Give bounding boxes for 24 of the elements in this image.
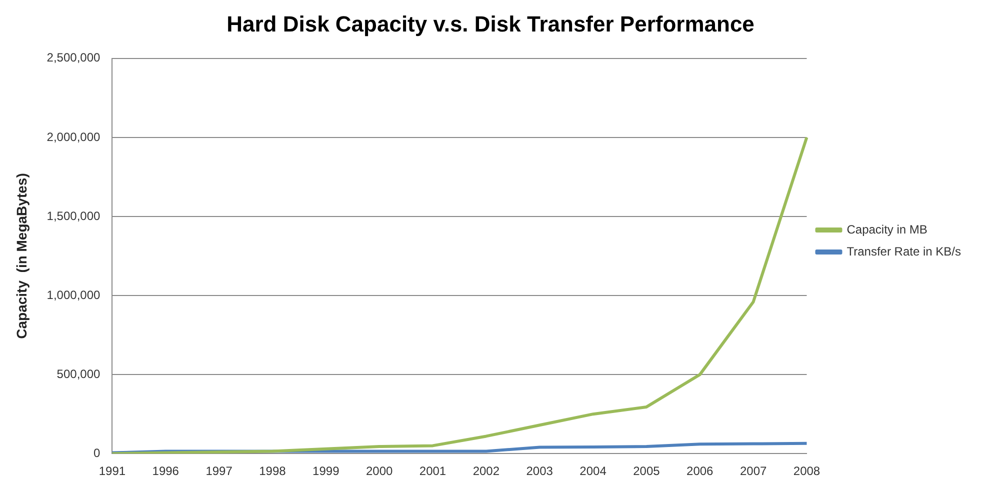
chart-title: Hard Disk Capacity v.s. Disk Transfer Performance	[226, 11, 754, 36]
x-tick-label: 1998	[259, 464, 286, 478]
y-tick-label: 0	[93, 446, 100, 460]
x-tick-label: 1991	[98, 464, 126, 478]
x-tick-label: 2005	[633, 464, 660, 478]
y-tick-label: 2,000,000	[46, 130, 101, 144]
y-tick-label: 2,500,000	[46, 50, 101, 65]
x-tick-label: 2002	[472, 464, 500, 478]
y-axis-title: Capacity (in MegaBytes)	[13, 173, 30, 339]
x-tick-label: 2000	[366, 464, 393, 478]
legend-label: Capacity in MB	[846, 222, 928, 236]
x-tick-label: 2008	[793, 464, 820, 478]
legend-label: Transfer Rate in KB/s	[846, 244, 961, 258]
y-tick-label: 1,000,000	[46, 288, 101, 302]
y-tick-label: 1,500,000	[46, 208, 101, 223]
x-tick-label: 1999	[312, 464, 340, 478]
y-tick-label: 500,000	[56, 366, 100, 381]
x-tick-label: 2006	[686, 464, 714, 478]
x-tick-label: 1996	[152, 464, 180, 478]
x-tick-label: 2001	[419, 464, 446, 478]
x-tick-label: 2007	[740, 464, 767, 478]
x-tick-label: 2004	[580, 464, 607, 478]
x-tick-label: 1997	[206, 464, 233, 478]
x-tick-label: 2003	[526, 464, 554, 478]
